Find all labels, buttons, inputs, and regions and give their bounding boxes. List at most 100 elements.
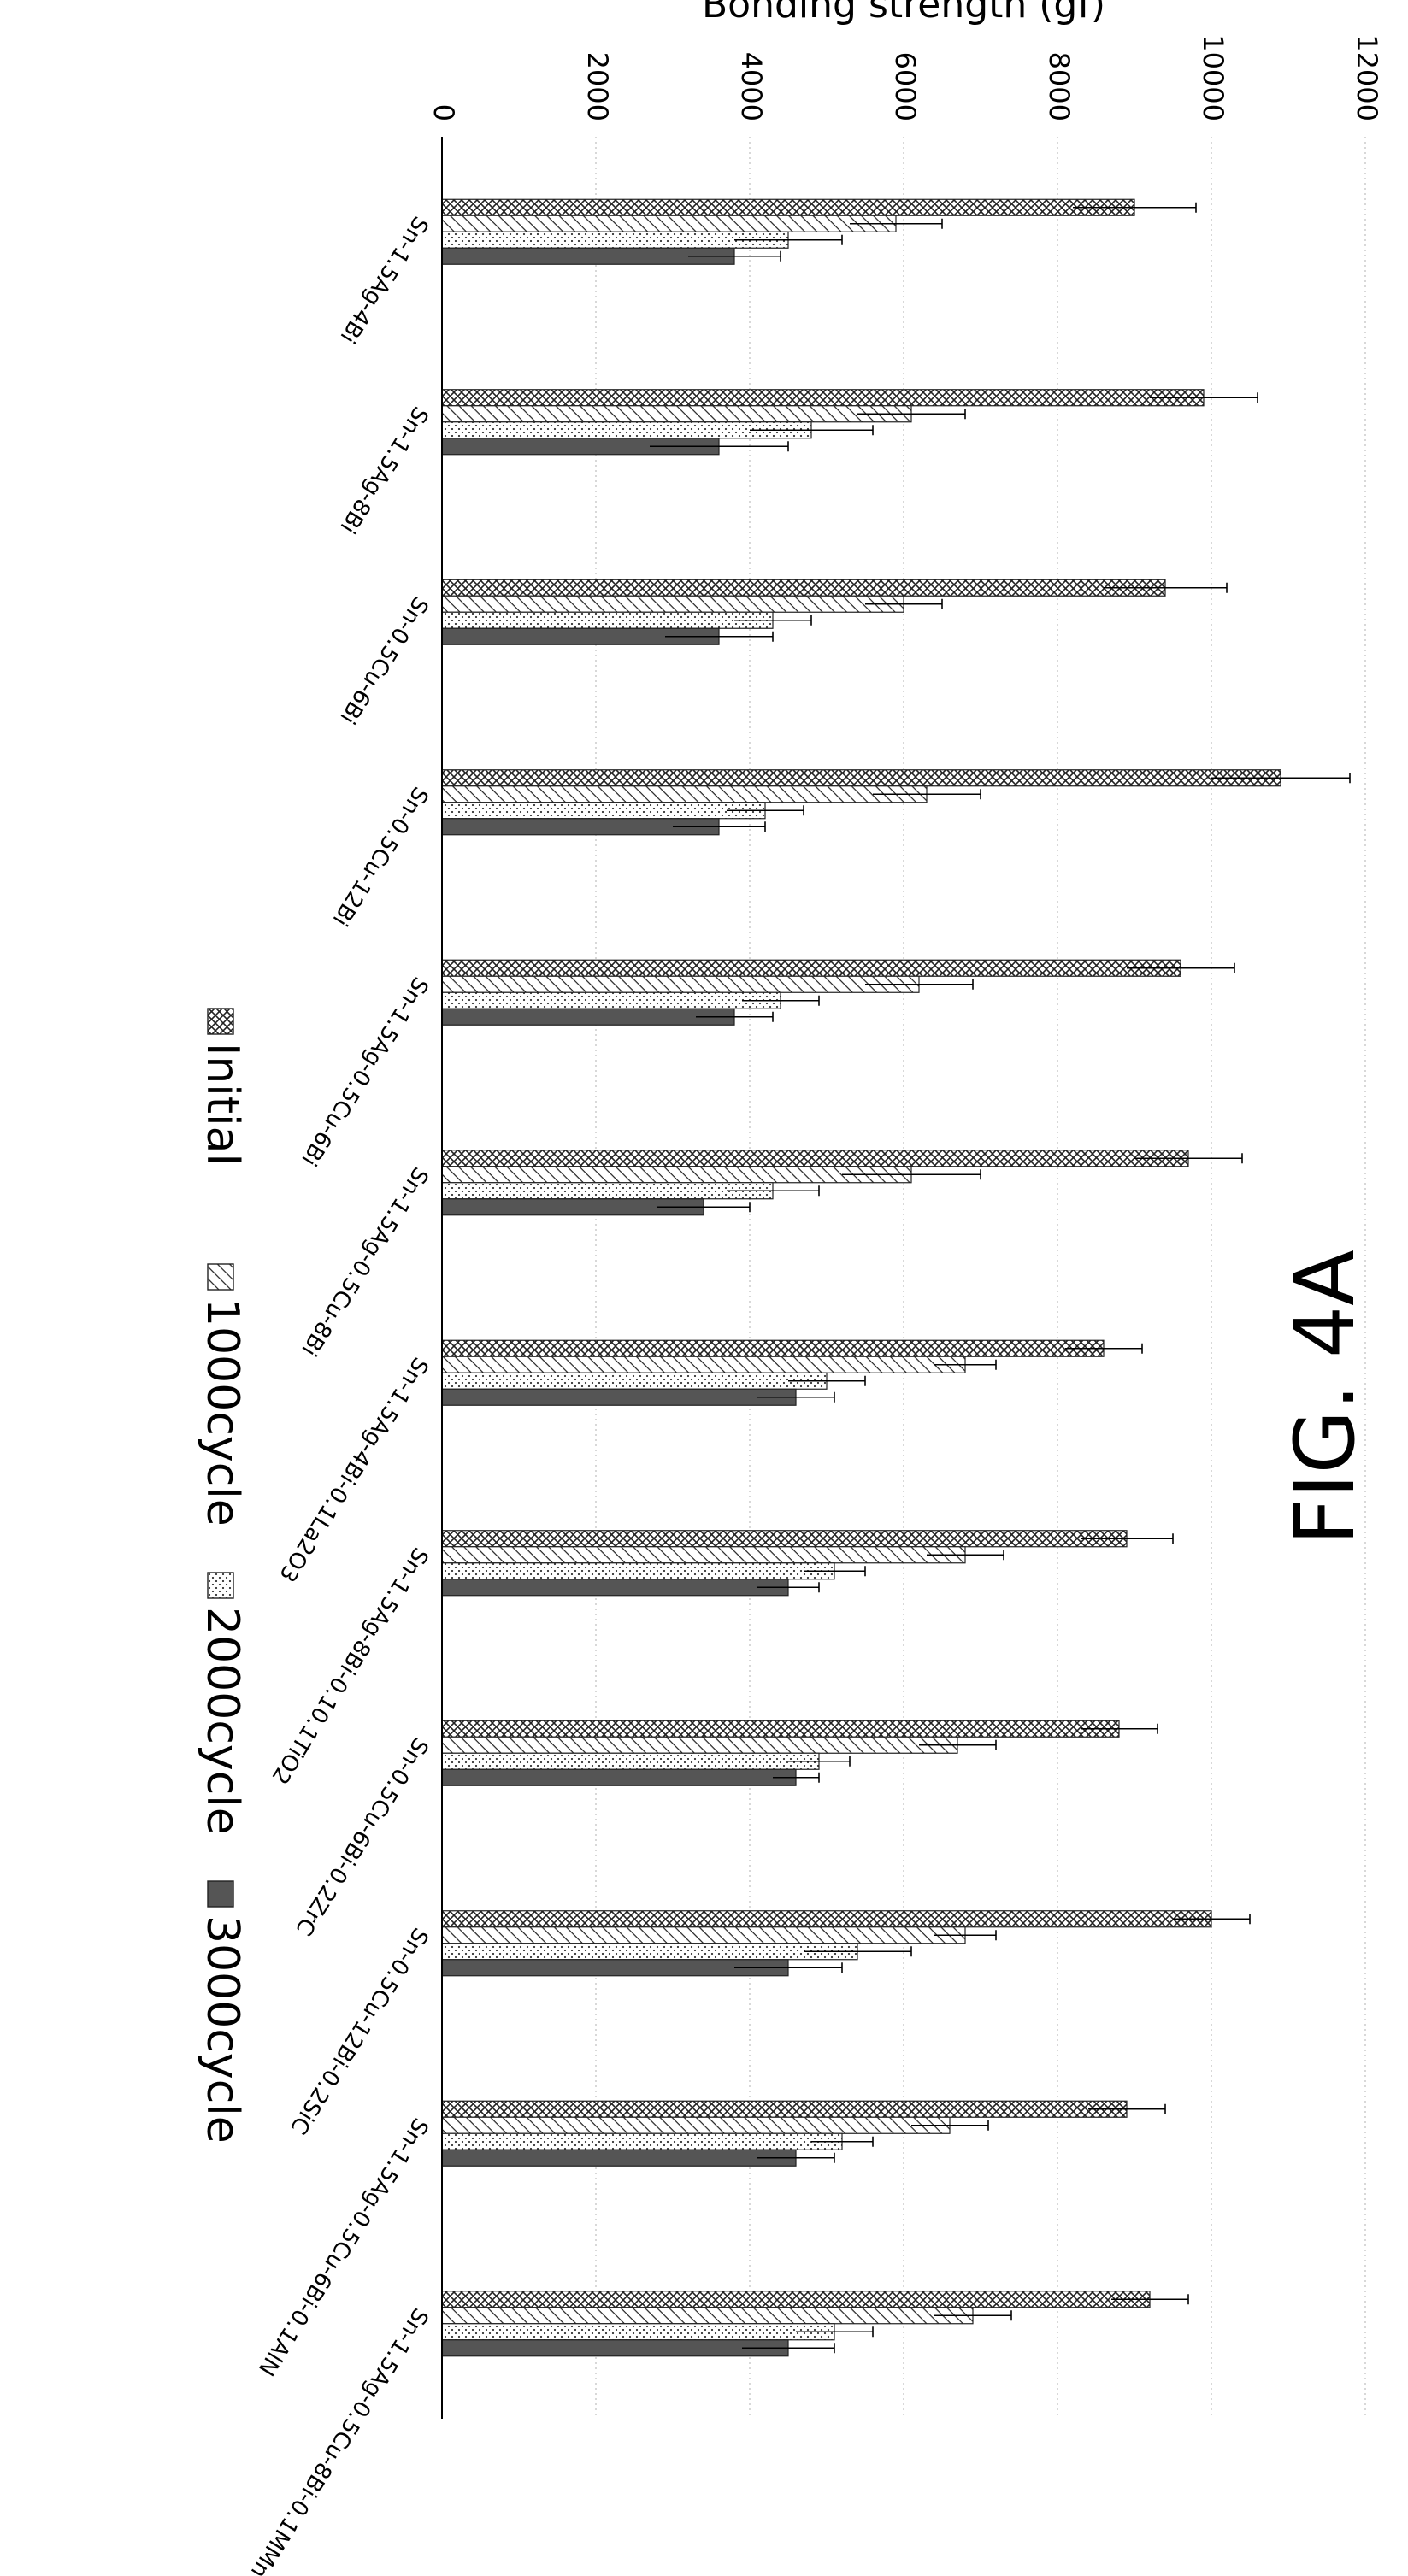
bar-1000cycle [441,2116,951,2134]
x-category-label: Sn-0.5Cu-12Bi-0.2SiC [285,1923,433,2138]
x-category-label: Sn-1.5Ag-0.5Cu-8Bi [296,1162,433,1361]
bar-initial [441,579,1166,597]
bar-2000cycle [441,1372,828,1390]
bar-1000cycle [441,1546,966,1564]
error-bar [742,2343,835,2354]
legend-label: Initial [197,1043,248,1166]
legend-label: 2000cycle [197,1607,248,1835]
error-bar [688,250,781,262]
bar-3000cycle [441,1768,797,1786]
y-axis-title: Bonding strength (gf) [702,0,1105,26]
error-bar [673,821,766,832]
bar-initial [441,1720,1120,1738]
error-bar [1081,1723,1158,1734]
bar-2000cycle [441,991,781,1009]
x-category-label: Sn-1.5Ag-8Bi [335,402,433,538]
error-bar [742,995,820,1006]
error-bar [734,1962,843,1973]
bar-initial [441,769,1281,787]
error-bar [934,2310,1012,2321]
error-bar [757,1391,835,1403]
bar-1000cycle [441,405,912,423]
bar-3000cycle [441,1388,797,1406]
error-bar [1073,202,1197,213]
legend: Initial 1000cycle 2000cycle 3000cycle [197,1008,248,2144]
bar-2000cycle [441,1943,858,1961]
error-bar [919,1739,997,1750]
legend-label: 3000cycle [197,1915,248,2144]
y-tick-label: 4000 [735,52,768,121]
bar-1000cycle [441,215,897,232]
bar-1000cycle [441,1356,966,1373]
bar-1000cycle [441,595,904,613]
bar-initial [441,1150,1189,1167]
legend-swatch [207,1263,234,1291]
bar-3000cycle [441,1579,789,1597]
bar-2000cycle [441,1182,774,1200]
error-bar [727,1185,820,1197]
error-bar [811,2136,874,2147]
error-bar [1150,392,1258,403]
error-bar [850,218,943,229]
y-tick-label: 0 [427,104,460,121]
bar-initial [441,2291,1151,2308]
bar-1000cycle [441,975,920,993]
error-bar [1088,2103,1166,2114]
bar-initial [441,959,1181,977]
error-bar [1104,582,1228,593]
bar-2000cycle [441,802,766,820]
bar-3000cycle [441,2339,789,2357]
error-bars [650,202,1351,2354]
error-bar [1211,773,1351,784]
error-bar [734,615,812,626]
bar-2000cycle [441,611,774,629]
error-bar [927,1550,1004,1561]
error-bar [911,2120,989,2131]
bar-1000cycle [441,785,928,803]
legend-label: 1000cycle [197,1298,248,1526]
x-category-label: Sn-0.5Cu-12Bi [327,782,433,931]
error-bar [804,1566,866,1577]
error-bar [1127,962,1235,973]
bar-3000cycle [441,1008,735,1026]
error-bar [796,2326,874,2338]
error-bar [788,1375,866,1386]
error-bar [650,441,789,452]
error-bar [865,979,974,990]
legend-swatch [207,1880,234,1908]
y-tick-label: 12000 [1351,34,1383,121]
error-bar [1134,1153,1243,1164]
error-bar [757,2152,835,2163]
error-bar [865,598,943,609]
y-tick-label: 6000 [889,52,922,121]
bar-2000cycle [441,1562,835,1580]
error-bar [734,234,843,245]
bar-initial [441,1339,1105,1357]
x-category-label: Sn-0.5Cu-6Bi [334,592,433,729]
bar-3000cycle [441,2149,797,2167]
error-bar [773,1772,820,1783]
error-bar [757,1582,820,1593]
error-bar [727,805,804,816]
bar-1000cycle [441,1926,966,1944]
bar-2000cycle [441,1752,820,1770]
error-bar [788,1756,851,1767]
legend-swatch [207,1008,234,1035]
error-bar [934,1359,997,1370]
legend-swatch [207,1572,234,1599]
figure-label: FIG. 4A [1277,1250,1373,1545]
bar-2000cycle [441,2323,835,2341]
grid-lines [595,137,1366,2419]
axes: 0 2000 4000 6000 8000 10000 12000 Bonding stren… [245,0,1383,2576]
error-bar [1173,1914,1251,1925]
y-tick-label: 10000 [1197,34,1229,121]
bar-2000cycle [441,2132,843,2150]
error-bar [657,1202,751,1213]
error-bar [1065,1343,1143,1354]
bar-1000cycle [441,1166,912,1184]
bar-1000cycle [441,1736,958,1754]
bar-initial [441,2100,1128,2118]
x-category-label: Sn-1.5Ag-0.5Cu-6Bi [296,973,433,1171]
x-category-label: Sn-0.5Cu-6Bi-0.2ZrC [291,1733,433,1940]
